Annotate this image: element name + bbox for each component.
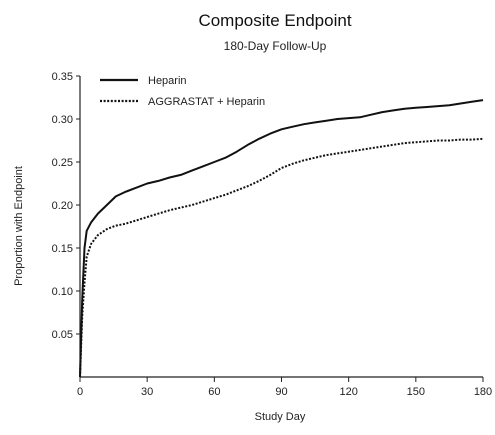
legend-label-aggrastat-heparin: AGGRASTAT + Heparin [148, 96, 265, 108]
x-tick-label: 150 [407, 386, 425, 398]
series-line-aggrastat-heparin [79, 137, 484, 378]
y-tick-label: 0.10 [52, 286, 73, 298]
x-tick-label: 180 [474, 386, 492, 398]
y-tick-label: 0.25 [52, 157, 73, 169]
plot-lines [79, 99, 484, 378]
x-tick-label: 120 [339, 386, 357, 398]
x-tick-label: 30 [141, 386, 153, 398]
y-tick-label: 0.15 [52, 243, 73, 255]
y-axis-title: Proportion with Endpoint [13, 166, 25, 286]
x-axis-title: Study Day [255, 411, 306, 423]
legend: Heparin AGGRASTAT + Heparin [100, 75, 265, 108]
y-tick-label: 0.35 [52, 71, 73, 83]
y-tick-label: 0.30 [52, 114, 73, 126]
y-ticks: 0.05 0.10 0.15 0.20 0.25 0.30 0.35 [52, 71, 80, 341]
y-tick-label: 0.20 [52, 200, 73, 212]
axes [79, 76, 483, 378]
chart-subtitle: 180-Day Follow-Up [224, 39, 327, 53]
x-ticks: 0 30 60 90 120 150 180 [77, 377, 492, 398]
x-tick-label: 60 [208, 386, 220, 398]
chart-title: Composite Endpoint [198, 11, 351, 30]
x-tick-label: 90 [275, 386, 287, 398]
legend-label-heparin: Heparin [148, 75, 187, 87]
series-line-heparin [79, 99, 484, 378]
x-tick-label: 0 [77, 386, 83, 398]
y-tick-label: 0.05 [52, 329, 73, 341]
